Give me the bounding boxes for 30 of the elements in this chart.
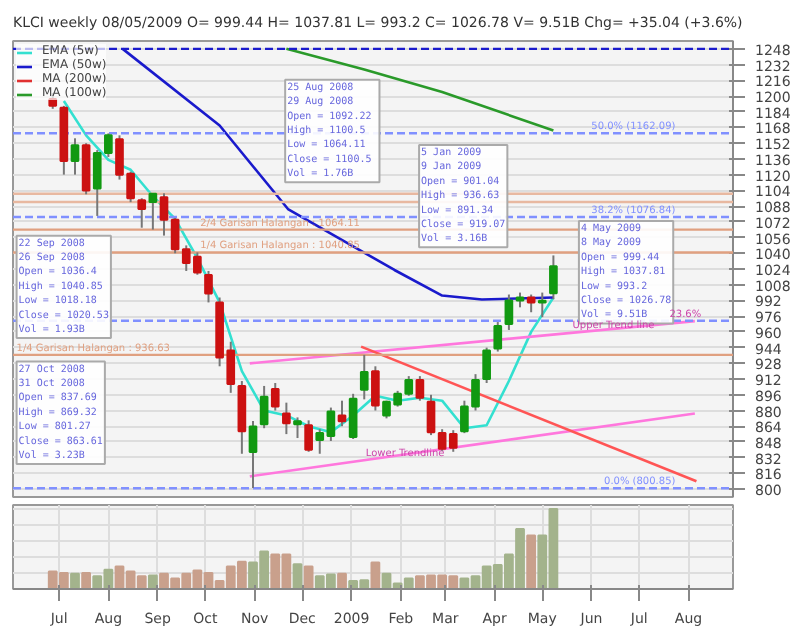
- candlestick: [137, 197, 147, 229]
- bar: [303, 565, 314, 589]
- candlestick: [304, 419, 313, 453]
- bar: [81, 572, 92, 589]
- candlestick: [371, 365, 380, 412]
- bar: [370, 561, 381, 589]
- candlestick: [237, 380, 247, 455]
- candlestick: [270, 382, 280, 412]
- candlestick: [70, 137, 80, 176]
- candlestick: [549, 254, 558, 301]
- bar: [526, 534, 537, 589]
- candlestick: [493, 321, 503, 353]
- bar: [337, 572, 347, 589]
- candlestick: [415, 375, 425, 402]
- candlestick: [204, 269, 213, 304]
- candlestick: [248, 420, 258, 489]
- bar: [292, 563, 303, 589]
- candlestick: [537, 291, 547, 319]
- candlestick: [482, 346, 491, 384]
- candlestick: [81, 142, 91, 196]
- line-series: [285, 47, 555, 132]
- candlestick: [282, 401, 291, 436]
- candlestick: [293, 416, 302, 440]
- bar: [147, 574, 158, 589]
- candlestick: [259, 384, 269, 430]
- bar: [70, 572, 80, 589]
- candlestick: [348, 392, 358, 441]
- candlestick: [337, 399, 347, 428]
- candlestick: [359, 353, 369, 401]
- candlestick: [148, 192, 158, 231]
